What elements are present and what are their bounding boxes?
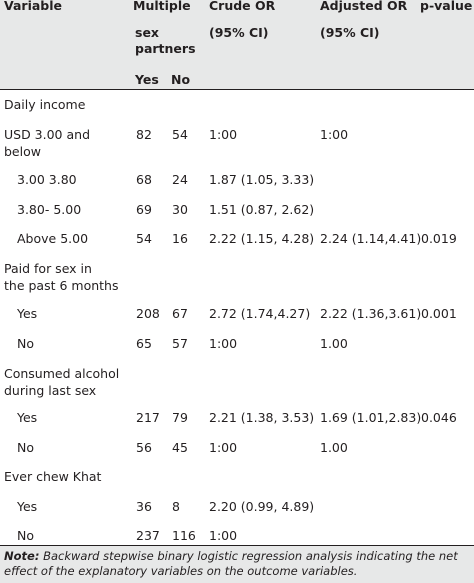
- header-crude-or: Crude OR: [209, 0, 276, 13]
- cell-yes: 65: [136, 336, 152, 351]
- header-p-value: p-value: [420, 0, 473, 13]
- row-label-continued: below: [4, 144, 41, 159]
- cell-yes: 56: [136, 440, 152, 455]
- cell-crude-or: 1.51 (0.87, 2.62): [209, 202, 315, 217]
- cell-crude-or: 1:00: [209, 440, 238, 455]
- row-label: Daily income: [4, 97, 86, 112]
- table-note: Note: Backward stepwise binary logistic …: [4, 549, 472, 579]
- cell-yes: 69: [136, 202, 152, 217]
- cell-no: 24: [172, 172, 188, 187]
- cell-adjusted-or: 1:00: [320, 127, 349, 142]
- header-multiple: Multiple: [133, 0, 191, 13]
- cell-crude-or: 1:00: [209, 127, 238, 142]
- cell-crude-or: 1:00: [209, 336, 238, 351]
- cell-adjusted-or: 1.69 (1.01,2.83): [320, 410, 422, 425]
- note-text: Backward stepwise binary logistic regres…: [4, 549, 458, 578]
- cell-yes: 68: [136, 172, 152, 187]
- header-variable: Variable: [4, 0, 63, 13]
- cell-crude-or: 1:00: [209, 528, 238, 543]
- cell-no: 79: [172, 410, 188, 425]
- cell-yes: 36: [136, 499, 152, 514]
- cell-crude-or: 2.72 (1.74,4.27): [209, 306, 311, 321]
- bottom-rule: [0, 545, 474, 546]
- row-label: USD 3.00 and: [4, 127, 91, 142]
- cell-no: 45: [172, 440, 188, 455]
- note-label: Note:: [4, 549, 40, 563]
- row-label: Paid for sex in: [4, 261, 92, 276]
- row-label: Above 5.00: [17, 231, 89, 246]
- cell-crude-or: 2.21 (1.38, 3.53): [209, 410, 315, 425]
- header-no: No: [171, 72, 191, 87]
- table-header-background: [0, 0, 474, 89]
- row-label: Consumed alcohol: [4, 366, 120, 381]
- cell-p-value: 0.046: [421, 410, 457, 425]
- cell-adjusted-or: 1.00: [320, 440, 348, 455]
- header-sex: sex: [135, 25, 159, 40]
- cell-no: 57: [172, 336, 188, 351]
- header-rule: [0, 89, 474, 90]
- cell-adjusted-or: 2.24 (1.14,4.41): [320, 231, 422, 246]
- cell-yes: 237: [136, 528, 160, 543]
- cell-no: 8: [172, 499, 180, 514]
- row-label: Yes: [17, 410, 38, 425]
- header-partners: partners: [135, 41, 196, 56]
- cell-p-value: 0.019: [421, 231, 457, 246]
- cell-crude-or: 1.87 (1.05, 3.33): [209, 172, 315, 187]
- row-label: Yes: [17, 306, 38, 321]
- row-label-continued: the past 6 months: [4, 278, 119, 293]
- cell-no: 116: [172, 528, 196, 543]
- header-adjusted-or: Adjusted OR: [320, 0, 408, 13]
- cell-crude-or: 2.20 (0.99, 4.89): [209, 499, 315, 514]
- row-label: 3.80- 5.00: [17, 202, 82, 217]
- cell-yes: 54: [136, 231, 152, 246]
- row-label: No: [17, 528, 34, 543]
- cell-no: 16: [172, 231, 188, 246]
- cell-yes: 82: [136, 127, 152, 142]
- cell-adjusted-or: 2.22 (1.36,3.61): [320, 306, 422, 321]
- header-yes: Yes: [135, 72, 159, 87]
- header-adjusted-ci: (95% CI): [320, 25, 380, 40]
- table-note-background: [0, 545, 474, 583]
- cell-no: 30: [172, 202, 188, 217]
- row-label: No: [17, 336, 34, 351]
- cell-p-value: 0.001: [421, 306, 457, 321]
- cell-yes: 217: [136, 410, 160, 425]
- row-label: Ever chew Khat: [4, 469, 102, 484]
- cell-no: 67: [172, 306, 188, 321]
- row-label: Yes: [17, 499, 38, 514]
- row-label-continued: during last sex: [4, 383, 97, 398]
- header-crude-ci: (95% CI): [209, 25, 269, 40]
- cell-yes: 208: [136, 306, 160, 321]
- row-label: No: [17, 440, 34, 455]
- cell-adjusted-or: 1.00: [320, 336, 348, 351]
- cell-crude-or: 2.22 (1.15, 4.28): [209, 231, 315, 246]
- row-label: 3.00 3.80: [17, 172, 77, 187]
- cell-no: 54: [172, 127, 188, 142]
